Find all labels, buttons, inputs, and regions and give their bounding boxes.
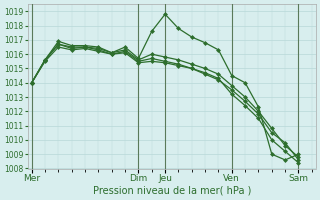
X-axis label: Pression niveau de la mer( hPa ): Pression niveau de la mer( hPa ) bbox=[92, 186, 251, 196]
